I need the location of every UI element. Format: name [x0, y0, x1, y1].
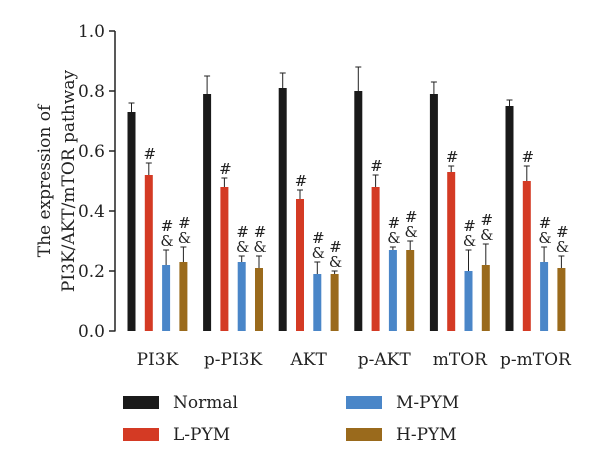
bars-layer: #&#&##&#&##&#&##&# &##&# &##&#&# — [127, 66, 569, 331]
y-tick-label: 0.8 — [78, 82, 105, 102]
x-tick-label: p-PI3K — [204, 350, 263, 370]
y-axis-label: The expression of PI3K/AKT/mTOR pathway — [35, 70, 79, 293]
x-tick-label: p-mTOR — [500, 350, 572, 370]
x-tick-label: p-AKT — [358, 350, 412, 370]
x-tick-label: PI3K — [137, 350, 179, 370]
significance-hash: # — [144, 145, 157, 163]
significance-ampersand: & — [329, 253, 342, 271]
significance-hash: # — [295, 172, 308, 190]
significance-hash: # — [405, 208, 418, 226]
significance-hash: # — [463, 217, 476, 235]
significance-ampersand: & — [387, 229, 400, 247]
significance-hash: # — [556, 223, 569, 241]
significance-hash: # — [254, 223, 267, 241]
legend-label: L-PYM — [173, 425, 230, 445]
x-tick-label: AKT — [289, 350, 327, 370]
bar — [203, 94, 212, 331]
significance-ampersand: & — [253, 238, 266, 256]
x-tick-label: mTOR — [433, 350, 488, 370]
bar — [481, 265, 490, 331]
bar — [127, 112, 136, 331]
bar — [278, 88, 287, 331]
legend-swatch — [346, 428, 382, 441]
bar — [505, 106, 514, 331]
y-tick-label: 0.6 — [78, 142, 105, 162]
y-axis-label-line: PI3K/AKT/mTOR pathway — [59, 70, 79, 293]
bar — [313, 274, 322, 331]
bar — [540, 262, 549, 331]
significance-ampersand: & — [556, 238, 569, 256]
y-axis: 0.0 0.2 0.4 0.6 0.8 1.0 — [78, 22, 116, 342]
significance-ampersand: & — [463, 232, 476, 250]
bar — [162, 265, 171, 331]
x-axis: PI3K p-PI3K AKT p-AKT mTOR p-mTOR — [137, 350, 572, 370]
bar — [354, 91, 363, 331]
legend: Normal L-PYM M-PYM H-PYM — [123, 393, 459, 445]
significance-hash: # — [161, 217, 174, 235]
significance-hash: # — [446, 148, 459, 166]
significance-ampersand: & — [312, 244, 325, 262]
bar — [296, 199, 304, 331]
significance-ampersand: & — [178, 229, 191, 247]
significance-hash: # — [312, 229, 325, 247]
significance-ampersand: & — [405, 223, 418, 241]
y-tick-label: 1.0 — [78, 22, 105, 42]
significance-hash: # — [329, 238, 342, 256]
bar — [330, 274, 339, 331]
significance-ampersand: & — [160, 232, 173, 250]
bar — [179, 262, 188, 331]
bar — [388, 250, 397, 331]
legend-label: M-PYM — [396, 393, 459, 413]
bar — [522, 181, 531, 331]
bar — [429, 94, 438, 331]
significance-hash: # — [219, 160, 232, 178]
legend-swatch — [123, 396, 159, 409]
y-tick-label: 0.0 — [78, 322, 105, 342]
bar — [144, 175, 153, 331]
significance-ampersand: & — [480, 226, 493, 244]
legend-label: H-PYM — [396, 425, 457, 445]
bar — [371, 187, 380, 331]
bar — [464, 271, 473, 331]
significance-hash: # — [481, 211, 494, 229]
significance-ampersand: & — [236, 238, 249, 256]
bar — [447, 172, 456, 331]
bar — [220, 187, 229, 331]
y-tick-label: 0.4 — [78, 202, 105, 222]
legend-label: Normal — [173, 393, 238, 413]
significance-ampersand: & — [538, 229, 551, 247]
legend-swatch — [346, 396, 382, 409]
y-axis-label-line: The expression of — [35, 103, 55, 257]
bar — [237, 262, 246, 331]
bar — [406, 250, 415, 331]
bar — [557, 268, 566, 331]
significance-hash: # — [539, 214, 552, 232]
significance-hash: # — [388, 214, 401, 232]
significance-hash: # — [178, 214, 191, 232]
significance-hash: # — [522, 148, 535, 166]
significance-hash: # — [370, 157, 383, 175]
significance-hash: # — [236, 223, 249, 241]
legend-swatch — [123, 428, 159, 441]
bar — [255, 268, 263, 331]
y-tick-label: 0.2 — [78, 262, 105, 282]
